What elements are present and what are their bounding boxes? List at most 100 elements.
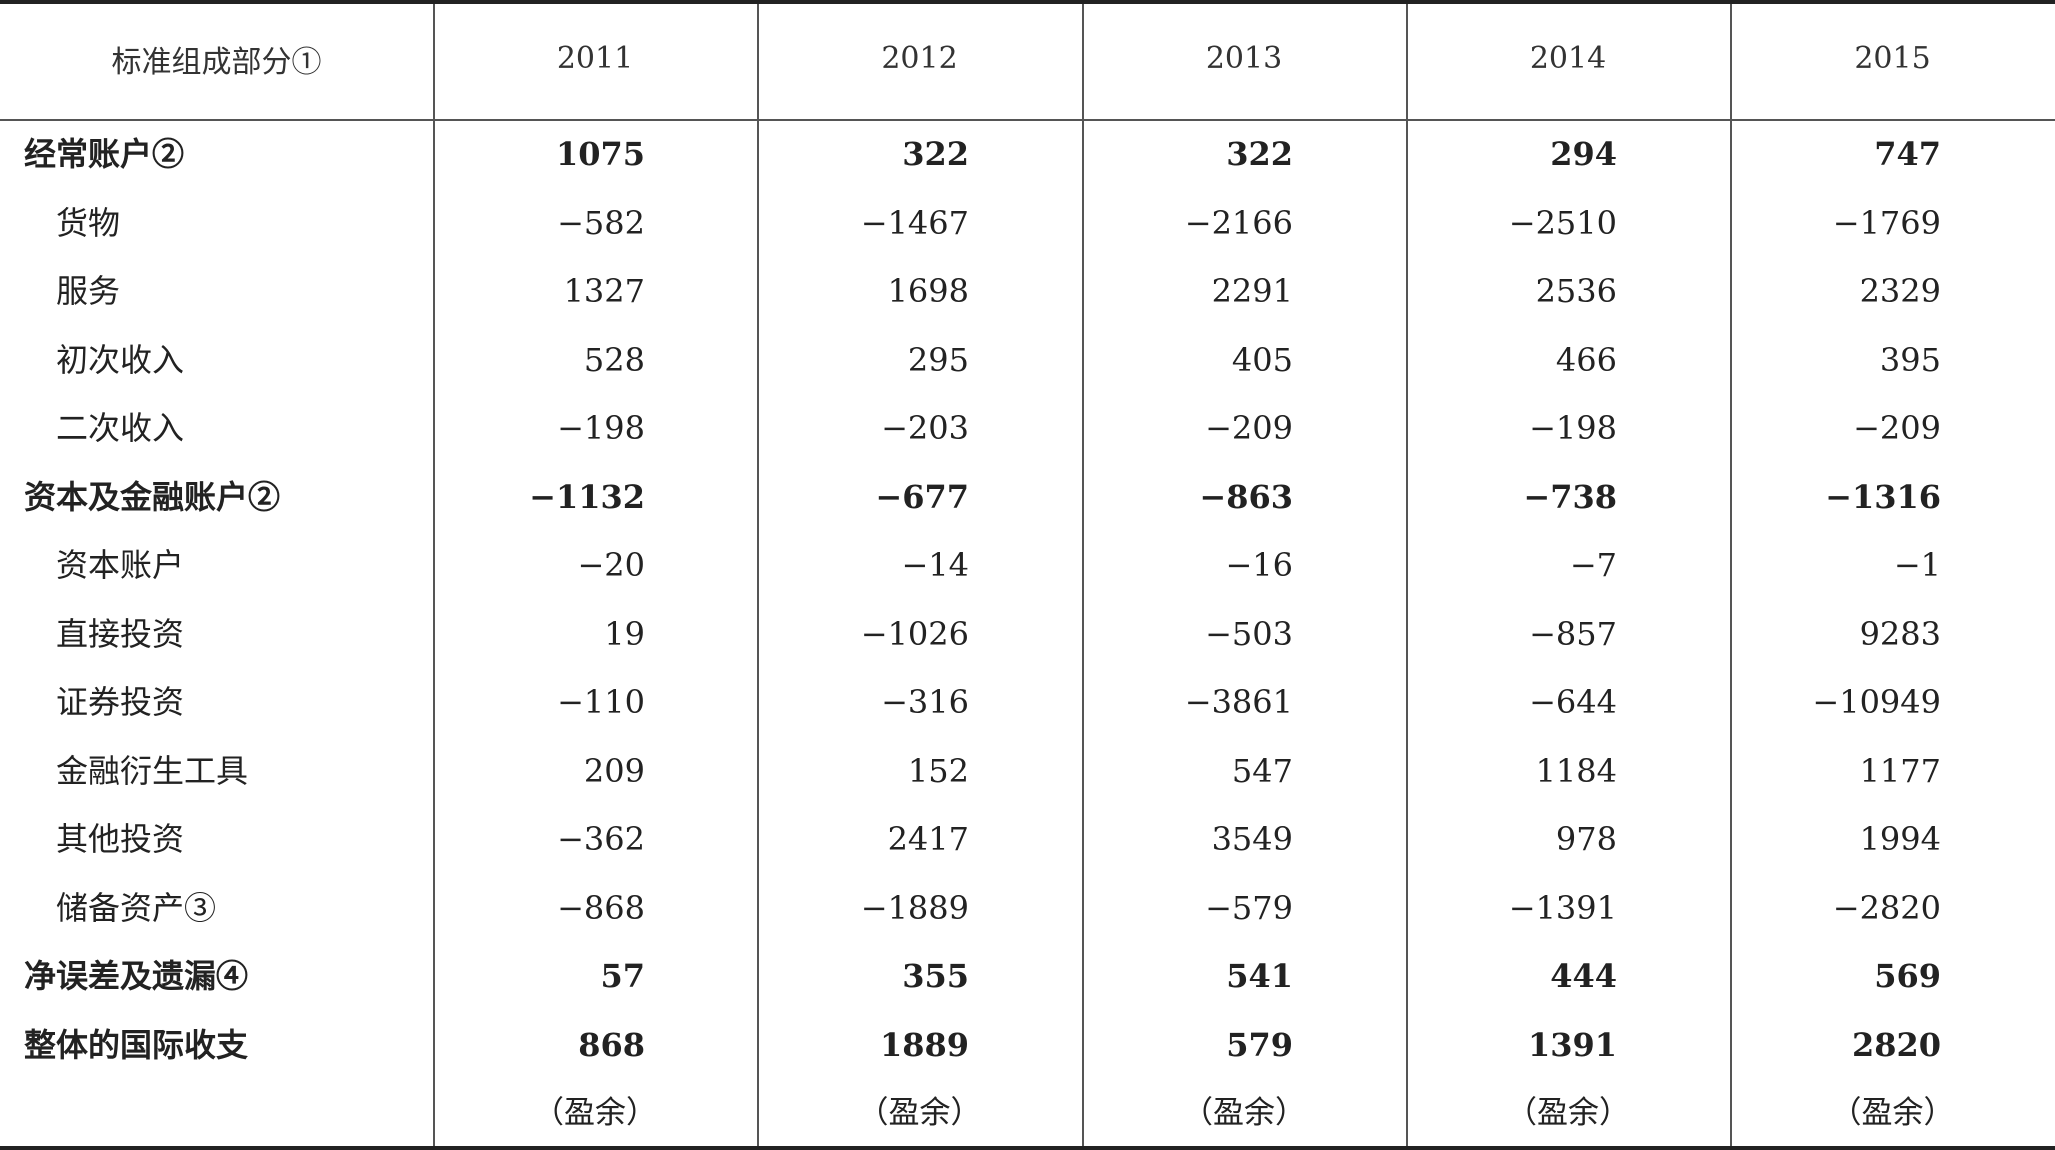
value-cell: 3549 (1211, 820, 1293, 858)
value-cell: 2329 (1859, 272, 1941, 310)
value-cell: −209 (1853, 409, 1941, 447)
surplus-note-row: （盈余） （盈余） （盈余） （盈余） （盈余） (0, 1079, 2055, 1148)
value-cell: −738 (1523, 477, 1617, 516)
value-cell: 1391 (1527, 1025, 1617, 1064)
value-cell: 747 (1874, 135, 1941, 173)
value-cell: −1769 (1832, 203, 1941, 242)
value-cell: 322 (902, 135, 969, 173)
value-cell: 57 (600, 957, 645, 995)
surplus-note: （盈余） (1830, 1095, 1955, 1131)
value-cell: −2510 (1508, 203, 1617, 242)
value-cell: −1889 (860, 888, 969, 927)
table-row: 净误差及遗漏④ 57 355 541 444 569 (0, 942, 2055, 1011)
column-divider (1730, 4, 1732, 1146)
row-label: 经常账户② (24, 135, 185, 173)
value-cell: −677 (875, 477, 969, 516)
table-row: 证券投资 −110 −316 −3861 −644 −10949 (0, 668, 2055, 737)
row-label: 直接投资 (56, 614, 185, 653)
value-cell: 322 (1226, 135, 1293, 173)
value-cell: −863 (1199, 477, 1293, 516)
value-cell: −644 (1529, 683, 1617, 721)
column-divider (1406, 4, 1408, 1146)
value-cell: 1184 (1535, 751, 1617, 790)
value-cell: −203 (881, 409, 969, 447)
value-cell: 355 (902, 957, 969, 995)
row-label: 储备资产③ (56, 888, 217, 927)
value-cell: 868 (578, 1025, 645, 1064)
value-cell: −10949 (1812, 683, 1941, 721)
table-row: 二次收入 −198 −203 −209 −198 −209 (0, 394, 2055, 463)
value-cell: 209 (583, 751, 645, 790)
value-cell: 466 (1555, 340, 1617, 379)
column-divider (433, 4, 435, 1146)
column-divider (1082, 4, 1084, 1146)
header-year-2014: 2014 (1529, 41, 1607, 76)
table-row: 初次收入 528 295 405 466 395 (0, 326, 2055, 395)
value-cell: −2820 (1832, 888, 1941, 927)
value-cell: −110 (557, 683, 645, 721)
header-year-2015: 2015 (1854, 41, 1931, 76)
row-label: 其他投资 (56, 820, 185, 858)
value-cell: −198 (1529, 409, 1617, 447)
value-cell: 541 (1226, 957, 1293, 995)
value-cell: 395 (1879, 340, 1941, 379)
table-row: 资本账户 −20 −14 −16 −7 −1 (0, 531, 2055, 600)
value-cell: 528 (583, 340, 645, 379)
value-cell: −198 (557, 409, 645, 447)
value-cell: 2820 (1851, 1025, 1941, 1064)
value-cell: 1177 (1859, 751, 1941, 790)
value-cell: 152 (907, 751, 969, 790)
value-cell: −1132 (529, 477, 645, 516)
header-label: 标准组成部分① (111, 44, 322, 80)
value-cell: −3861 (1184, 683, 1293, 721)
value-cell: −1316 (1825, 477, 1941, 516)
value-cell: −14 (901, 546, 969, 584)
value-cell: 1075 (555, 135, 645, 173)
surplus-note: （盈余） (857, 1095, 982, 1131)
table-row: 储备资产③ −868 −1889 −579 −1391 −2820 (0, 874, 2055, 943)
value-cell: 405 (1231, 340, 1293, 379)
value-cell: −1391 (1508, 888, 1617, 927)
row-label: 二次收入 (56, 409, 185, 447)
value-cell: 1889 (879, 1025, 969, 1064)
header-year-2011: 2011 (556, 41, 634, 76)
table-row: 整体的国际收支 868 1889 579 1391 2820 (0, 1011, 2055, 1080)
column-divider (757, 4, 759, 1146)
table-row: 其他投资 −362 2417 3549 978 1994 (0, 805, 2055, 874)
row-label: 金融衍生工具 (56, 751, 249, 790)
surplus-note: （盈余） (1182, 1095, 1306, 1131)
table-row: 直接投资 19 −1026 −503 −857 9283 (0, 600, 2055, 669)
table-row: 金融衍生工具 209 152 547 1184 1177 (0, 737, 2055, 806)
value-cell: 1994 (1859, 820, 1941, 858)
value-cell: −582 (557, 203, 645, 242)
row-label: 净误差及遗漏④ (24, 957, 249, 995)
value-cell: −316 (881, 683, 969, 721)
row-label: 服务 (56, 272, 121, 310)
value-cell: 444 (1550, 957, 1617, 995)
value-cell: 2536 (1535, 272, 1617, 310)
value-cell: 295 (907, 340, 969, 379)
value-cell: 2291 (1211, 272, 1293, 310)
value-cell: −16 (1225, 546, 1293, 584)
value-cell: −2166 (1184, 203, 1293, 242)
table-row: 服务 1327 1698 2291 2536 2329 (0, 257, 2055, 326)
table-row: 经常账户② 1075 322 322 294 747 (0, 120, 2055, 189)
value-cell: 547 (1231, 751, 1293, 790)
value-cell: 1698 (887, 272, 969, 310)
value-cell: 294 (1550, 135, 1617, 173)
table-header-row (0, 4, 2055, 121)
value-cell: −1026 (860, 614, 969, 653)
value-cell: −868 (557, 888, 645, 927)
value-cell: 579 (1226, 1025, 1293, 1064)
value-cell: −857 (1529, 614, 1617, 653)
row-label: 初次收入 (56, 340, 185, 379)
table-row: 资本及金融账户② −1132 −677 −863 −738 −1316 (0, 463, 2055, 532)
row-label: 货物 (56, 203, 121, 242)
surplus-note: （盈余） (533, 1095, 657, 1131)
header-year-2012: 2012 (881, 41, 958, 76)
value-cell: −20 (577, 546, 645, 584)
value-cell: 569 (1874, 957, 1941, 995)
value-cell: 1327 (563, 272, 645, 310)
value-cell: 978 (1555, 820, 1617, 858)
